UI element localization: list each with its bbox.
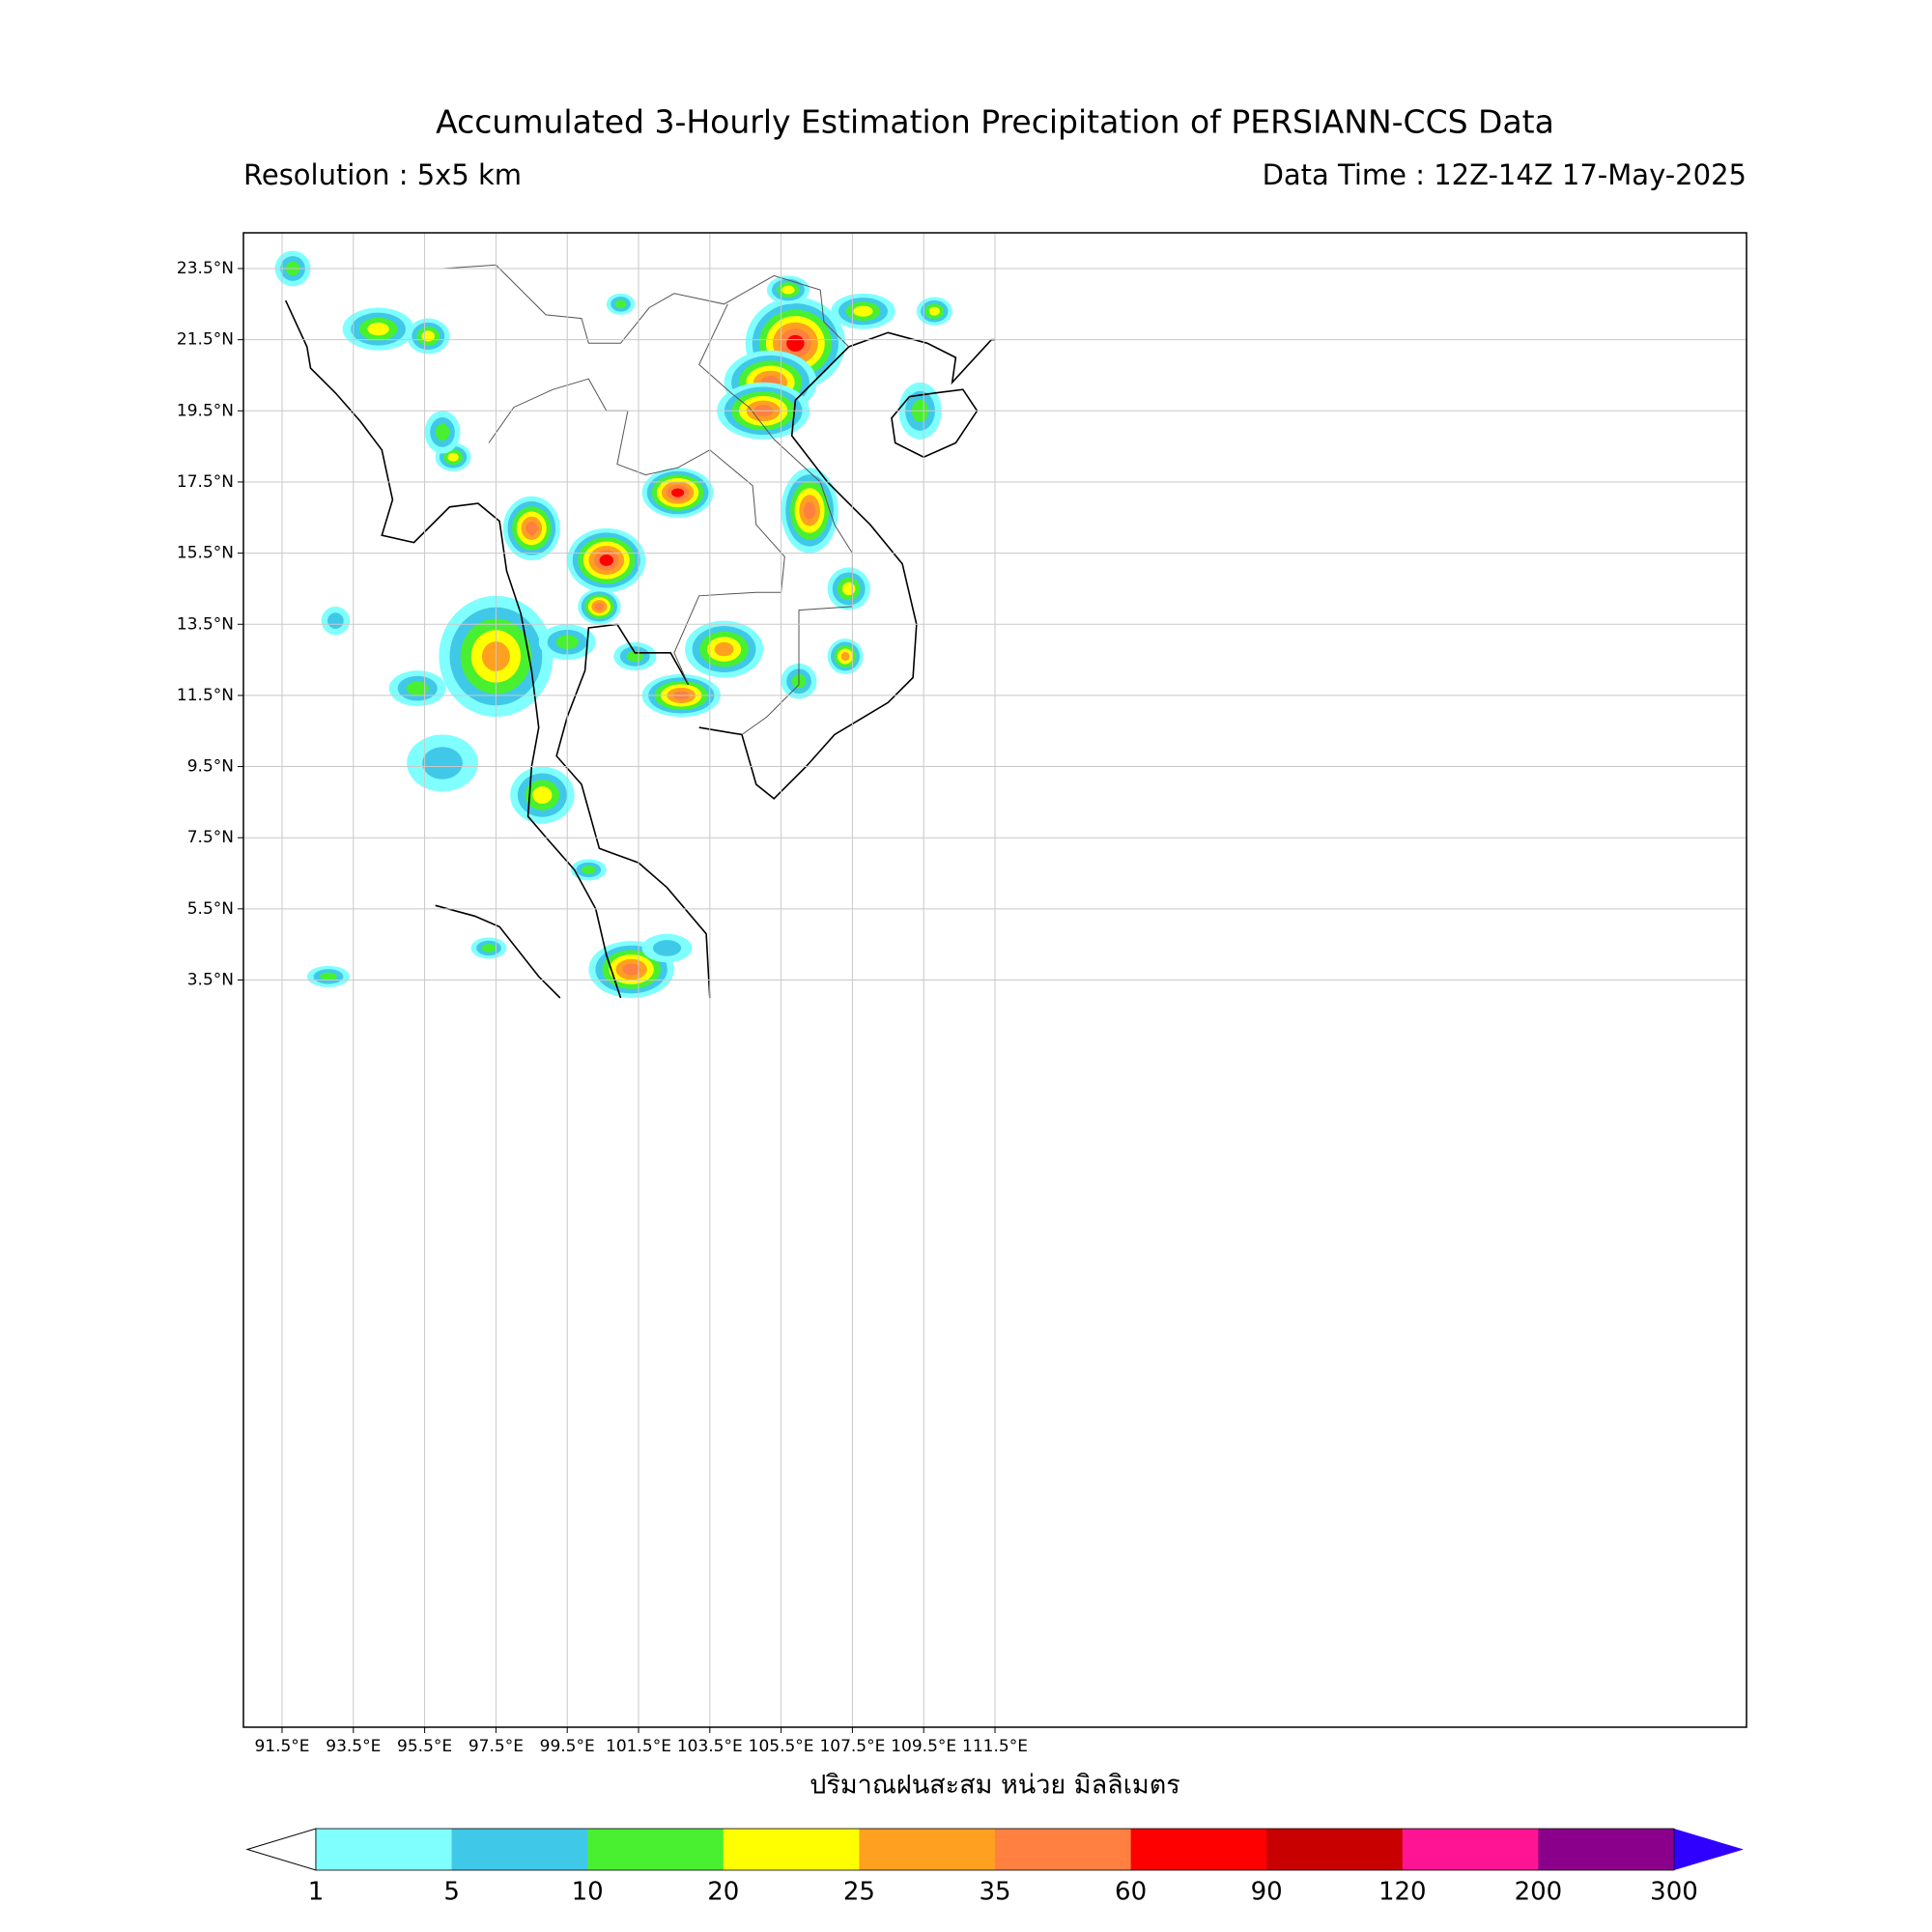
colorbar-segment bbox=[587, 1829, 724, 1870]
rain-area bbox=[582, 866, 596, 874]
lon-label: 105.5°E bbox=[749, 1737, 814, 1756]
map-frame bbox=[242, 232, 1747, 1728]
rain-area bbox=[422, 747, 463, 780]
rain-area bbox=[853, 305, 873, 317]
map: 23.5°N 21.5°N 19.5°N 17.5°N 15.5°N 13.5°N 11.5… bbox=[177, 233, 1747, 1756]
colorbar-outline bbox=[315, 1828, 1675, 1871]
colorbar: 1 5 10 20 25 35 60 90 120 200 300 bbox=[245, 1828, 1744, 1907]
lat-label: 7.5°N bbox=[187, 828, 234, 847]
lat-label: 9.5°N bbox=[187, 757, 234, 777]
lon-label: 111.5°E bbox=[962, 1737, 1028, 1756]
rain-area bbox=[714, 641, 734, 657]
rain-area bbox=[435, 423, 450, 441]
colorbar-label: 35 bbox=[979, 1878, 1010, 1907]
rain-area bbox=[367, 322, 389, 336]
rain-area bbox=[406, 681, 429, 696]
colorbar-segment bbox=[316, 1829, 453, 1870]
colorbar-label: 20 bbox=[707, 1878, 739, 1907]
data-time: Data Time : 12Z-14Z 17-May-2025 bbox=[1263, 158, 1747, 191]
colorbar-label: 60 bbox=[1115, 1878, 1147, 1907]
rain-area bbox=[652, 940, 682, 956]
lat-label: 21.5°N bbox=[177, 330, 234, 350]
colorbar-segment bbox=[995, 1829, 1132, 1870]
lon-label: 101.5°E bbox=[606, 1737, 671, 1756]
colorbar-over bbox=[1674, 1829, 1744, 1870]
colorbar-label: 1 bbox=[308, 1878, 325, 1907]
lat-label: 23.5°N bbox=[177, 259, 234, 278]
lon-label: 95.5°E bbox=[397, 1737, 452, 1756]
colorbar-segment bbox=[1402, 1829, 1539, 1870]
colorbar-segment bbox=[451, 1829, 588, 1870]
lat-label: 15.5°N bbox=[177, 544, 234, 563]
country-border bbox=[441, 264, 850, 348]
lon-label: 97.5°E bbox=[469, 1737, 524, 1756]
rain-area bbox=[781, 285, 795, 295]
country-border bbox=[698, 303, 853, 735]
title: Accumulated 3-Hourly Estimation Precipit… bbox=[436, 103, 1554, 141]
lat-label: 11.5°N bbox=[177, 686, 234, 705]
lat-label: 17.5°N bbox=[177, 472, 234, 492]
rain-area bbox=[447, 452, 459, 462]
rain-area bbox=[594, 603, 604, 611]
colorbar-label: 200 bbox=[1515, 1878, 1563, 1907]
colorbar-label: 90 bbox=[1251, 1878, 1283, 1907]
colorbar-segment bbox=[1266, 1829, 1404, 1870]
colorbar-label: 120 bbox=[1378, 1878, 1427, 1907]
colorbar-label: 5 bbox=[443, 1878, 460, 1907]
colorbar-label: 25 bbox=[843, 1878, 875, 1907]
colorbar-segment bbox=[1130, 1829, 1267, 1870]
lon-label: 109.5°E bbox=[891, 1737, 956, 1756]
rain-area bbox=[599, 554, 614, 566]
x-axis-label: ปริมาณฝนสะสม หน่วย มิลลิเมตร bbox=[810, 1771, 1180, 1801]
rain-area bbox=[614, 299, 627, 309]
coastline bbox=[435, 904, 561, 999]
coastline bbox=[284, 299, 622, 999]
lon-label: 103.5°E bbox=[677, 1737, 743, 1756]
lon-label: 99.5°E bbox=[540, 1737, 595, 1756]
lat-label: 3.5°N bbox=[187, 971, 234, 990]
lat-label: 5.5°N bbox=[187, 899, 234, 919]
rain-area bbox=[320, 972, 337, 981]
resolution: Resolution : 5x5 km bbox=[243, 158, 522, 191]
colorbar-segment bbox=[723, 1829, 860, 1870]
rain-area bbox=[786, 334, 805, 352]
rain-area bbox=[842, 582, 856, 596]
rain-area bbox=[622, 963, 640, 976]
rain-area bbox=[532, 786, 553, 804]
colorbar-segment bbox=[1538, 1829, 1675, 1870]
coastline bbox=[891, 388, 979, 459]
country-border bbox=[488, 378, 785, 686]
lon-label: 91.5°E bbox=[254, 1737, 309, 1756]
lat-label: 19.5°N bbox=[177, 401, 234, 420]
rain-area bbox=[928, 306, 940, 316]
rain-area bbox=[840, 651, 850, 661]
colorbar-label: 10 bbox=[572, 1878, 604, 1907]
rain-area bbox=[327, 612, 344, 629]
colorbar-label: 300 bbox=[1650, 1878, 1698, 1907]
coastline bbox=[555, 623, 711, 999]
rain-area bbox=[671, 488, 685, 497]
rain-area bbox=[526, 522, 538, 535]
lon-label: 107.5°E bbox=[819, 1737, 885, 1756]
lon-label: 93.5°E bbox=[326, 1737, 381, 1756]
coastline bbox=[698, 331, 995, 800]
colorbar-segment bbox=[859, 1829, 996, 1870]
rain-area bbox=[481, 944, 497, 952]
rain-area bbox=[804, 501, 816, 520]
lat-label: 13.5°N bbox=[177, 614, 234, 634]
